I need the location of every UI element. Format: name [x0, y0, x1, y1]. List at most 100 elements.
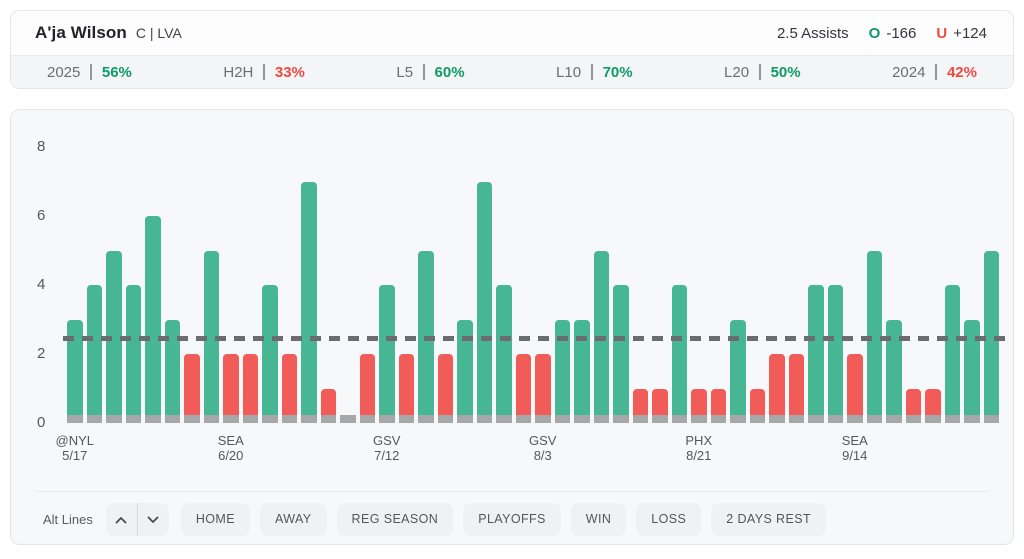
bar-over-segment: [164, 319, 180, 415]
split-label: L20: [724, 63, 750, 81]
bar[interactable]: [769, 354, 785, 423]
filter-button-loss[interactable]: LOSS: [636, 502, 702, 536]
bar-baseline-stub: [106, 415, 122, 423]
bar[interactable]: [359, 354, 375, 423]
bar[interactable]: [827, 285, 843, 423]
alt-line-down-button[interactable]: [138, 503, 169, 536]
bar[interactable]: [262, 285, 278, 423]
bar-under-segment: [184, 354, 200, 415]
bar[interactable]: [905, 388, 921, 423]
bar-baseline-stub: [301, 415, 317, 423]
over-odds[interactable]: O -166: [869, 25, 917, 42]
filter-button-away[interactable]: AWAY: [259, 502, 327, 536]
bar[interactable]: [281, 354, 297, 423]
bar[interactable]: [379, 285, 395, 423]
bar-under-segment: [749, 388, 765, 415]
bar[interactable]: [886, 319, 902, 423]
bar[interactable]: [847, 354, 863, 423]
bar[interactable]: [398, 354, 414, 423]
bar[interactable]: [730, 319, 746, 423]
bar[interactable]: [164, 319, 180, 423]
bar[interactable]: [652, 388, 668, 423]
bar-under-segment: [847, 354, 863, 415]
split-label: H2H: [223, 63, 254, 81]
bar-baseline-stub: [379, 415, 395, 423]
filter-button-reg-season[interactable]: REG SEASON: [336, 502, 454, 536]
bar[interactable]: [535, 354, 551, 423]
bar[interactable]: [223, 354, 239, 423]
bar[interactable]: [145, 216, 161, 423]
bar-over-segment: [613, 285, 629, 415]
bar-baseline-stub: [535, 415, 551, 423]
split-value: 33%: [274, 63, 305, 81]
filter-button-2-days-rest[interactable]: 2 DAYS REST: [711, 502, 826, 536]
bar-baseline-stub: [710, 415, 726, 423]
bar-baseline-stub: [320, 415, 336, 423]
bar[interactable]: [983, 250, 999, 423]
bar[interactable]: [320, 388, 336, 423]
bar-baseline-stub: [827, 415, 843, 423]
bar[interactable]: [437, 354, 453, 423]
bar[interactable]: [788, 354, 804, 423]
bar-under-segment: [925, 388, 941, 415]
split-divider: [423, 64, 425, 80]
bar-baseline-stub: [496, 415, 512, 423]
bar-baseline-stub: [964, 415, 980, 423]
bar-over-segment: [125, 285, 141, 415]
chevron-up-icon: [115, 512, 127, 527]
bar[interactable]: [749, 388, 765, 423]
split-divider: [759, 64, 761, 80]
bar[interactable]: [67, 319, 83, 423]
bar[interactable]: [964, 319, 980, 423]
bar[interactable]: [496, 285, 512, 423]
bar[interactable]: [457, 319, 473, 423]
alt-line-up-button[interactable]: [106, 503, 137, 536]
bar-chart: [67, 181, 999, 423]
player-header-card: A'ja Wilson C | LVA 2.5 Assists O -166 U +…: [10, 10, 1014, 89]
split-value: 42%: [946, 63, 977, 81]
under-odds[interactable]: U +124: [936, 25, 987, 42]
bar-baseline-stub: [86, 415, 102, 423]
x-axis-label: GSV 7/12: [373, 433, 400, 463]
bar[interactable]: [691, 388, 707, 423]
prop-line-label: 2.5 Assists: [776, 24, 849, 42]
x-axis-date: 7/12: [374, 448, 400, 463]
split-value: 56%: [101, 63, 132, 81]
bar-baseline-stub: [476, 415, 492, 423]
bar[interactable]: [125, 285, 141, 423]
bar[interactable]: [86, 285, 102, 423]
bar[interactable]: [808, 285, 824, 423]
bar[interactable]: [593, 250, 609, 423]
bar-over-segment: [106, 250, 122, 415]
bar[interactable]: [476, 181, 492, 423]
bar[interactable]: [944, 285, 960, 423]
bar[interactable]: [515, 354, 531, 423]
bar[interactable]: [340, 415, 356, 423]
bar[interactable]: [710, 388, 726, 423]
bar-baseline-stub: [691, 415, 707, 423]
bar-over-segment: [983, 250, 999, 415]
filter-button-win[interactable]: WIN: [570, 502, 627, 536]
bar[interactable]: [632, 388, 648, 423]
filter-button-home[interactable]: HOME: [180, 502, 250, 536]
bar-over-segment: [886, 319, 902, 415]
bar[interactable]: [418, 250, 434, 423]
chevron-down-icon: [147, 512, 159, 527]
bar[interactable]: [242, 354, 258, 423]
bar[interactable]: [554, 319, 570, 423]
bar[interactable]: [203, 250, 219, 423]
filter-button-playoffs[interactable]: PLAYOFFS: [463, 502, 561, 536]
bar-over-segment: [730, 319, 746, 415]
bar[interactable]: [671, 285, 687, 423]
player-position-team: C | LVA: [135, 25, 182, 41]
bar-under-segment: [359, 354, 375, 415]
bar[interactable]: [184, 354, 200, 423]
bar[interactable]: [613, 285, 629, 423]
bar-baseline-stub: [457, 415, 473, 423]
bar[interactable]: [301, 181, 317, 423]
bar[interactable]: [925, 388, 941, 423]
bar[interactable]: [106, 250, 122, 423]
bar[interactable]: [866, 250, 882, 423]
bar[interactable]: [574, 319, 590, 423]
x-axis-date: 5/17: [62, 448, 88, 463]
